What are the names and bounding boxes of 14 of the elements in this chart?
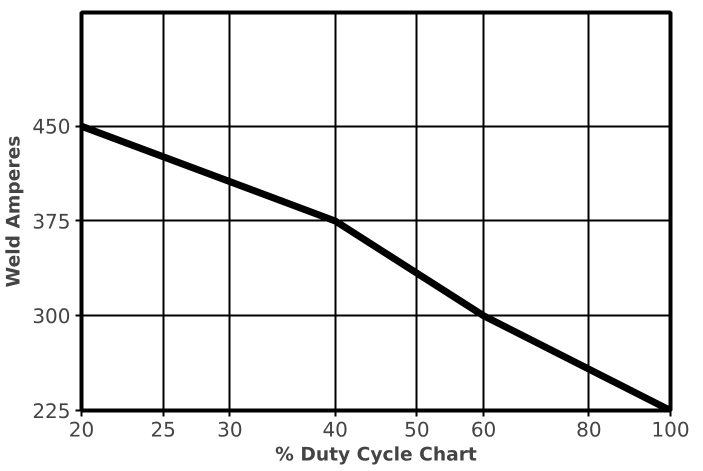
y-axis-title: Weld Amperes [3, 136, 24, 288]
x-axis-title: % Duty Cycle Chart [275, 444, 477, 466]
y-tick-label: 375 [32, 209, 71, 234]
x-tick-label: 40 [322, 418, 348, 442]
y-tick-label: 300 [32, 304, 71, 328]
x-tick-label: 60 [470, 418, 496, 442]
x-tick-label: 50 [404, 418, 430, 442]
y-tick-label: 450 [32, 114, 71, 139]
y-tick-label: 225 [32, 399, 71, 423]
x-tick-label: 80 [576, 418, 602, 442]
x-tick-label: 20 [68, 418, 94, 442]
x-tick-label: 100 [651, 418, 690, 442]
x-tick-label: 30 [217, 418, 243, 442]
x-tick-label: 25 [150, 418, 176, 442]
